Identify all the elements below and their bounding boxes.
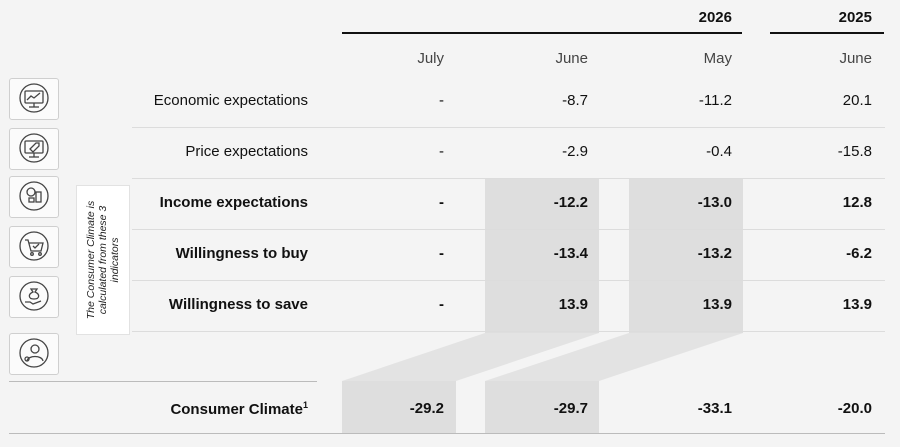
cell-price-june-2026: -2.9 (562, 143, 588, 160)
month-header-june-2025: June (839, 50, 872, 67)
year-header-2026: 2026 (698, 9, 732, 26)
cell-buy-june-2025: -6.2 (846, 245, 872, 262)
cell-price-may: -0.4 (706, 143, 732, 160)
row-label-willingness-to-save: Willingness to save (168, 296, 308, 313)
cell-economic-june-2025: 20.1 (842, 92, 872, 109)
shade-june-column (485, 178, 599, 333)
consumer-person-icon (9, 333, 59, 375)
cell-economic-july: - (439, 92, 444, 109)
cell-save-june-2026: 13.9 (558, 296, 588, 313)
cell-income-june-2026: -12.2 (553, 194, 588, 211)
climate-top-rule (9, 381, 317, 382)
cell-income-june-2025: 12.8 (842, 194, 872, 211)
cell-economic-june-2026: -8.7 (562, 92, 588, 109)
cell-price-july: - (439, 143, 444, 160)
month-header-may: May (703, 50, 732, 67)
year-rule-2026 (342, 32, 742, 34)
cell-income-july: - (439, 194, 444, 211)
cell-buy-july: - (439, 245, 444, 262)
year-rule-2025 (770, 32, 884, 34)
climate-bottom-rule (9, 433, 885, 434)
year-header-2025: 2025 (838, 9, 872, 26)
cell-save-june-2025: 13.9 (842, 296, 872, 313)
row-label-income-expectations: Income expectations (159, 194, 308, 211)
row-separator (132, 280, 885, 281)
shade-may-column (629, 178, 743, 333)
shopping-cart-icon (9, 226, 59, 268)
row-label-price-expectations: Price expectations (185, 143, 308, 160)
cell-income-may: -13.0 (697, 194, 732, 211)
cell-buy-may: -13.2 (697, 245, 732, 262)
row-label-willingness-to-buy: Willingness to buy (175, 245, 308, 262)
cell-buy-june-2026: -13.4 (553, 245, 588, 262)
consumer-climate-footnote: 1 (302, 400, 308, 410)
cell-climate-may: -33.1 (697, 400, 732, 417)
row-separator (132, 127, 885, 128)
month-header-july: July (417, 50, 444, 67)
row-separator (132, 331, 885, 332)
shade-band-june-to-july (342, 333, 599, 381)
row-label-economic-expectations: Economic expectations (153, 92, 308, 109)
money-bag-hand-icon (9, 276, 59, 318)
calculation-note: The Consumer Climate is calculated from … (76, 185, 130, 335)
cell-climate-june-2025: -20.0 (837, 400, 872, 417)
shade-climate-july (342, 381, 456, 433)
cell-economic-may: -11.2 (698, 92, 732, 109)
cell-climate-june-2026: -29.7 (553, 400, 588, 417)
shade-climate-june (485, 381, 599, 433)
row-label-consumer-climate: Consumer Climate1 (0, 400, 308, 418)
cell-climate-july: -29.2 (409, 400, 444, 417)
cell-save-may: 13.9 (702, 296, 732, 313)
cell-price-june-2025: -15.8 (837, 143, 872, 160)
coins-icon (9, 176, 59, 218)
row-separator (132, 229, 885, 230)
consumer-climate-text: Consumer Climate (170, 401, 303, 418)
shade-band-may-to-june (485, 333, 743, 381)
cell-save-july: - (439, 296, 444, 313)
price-tag-monitor-icon (9, 128, 59, 170)
row-separator (132, 178, 885, 179)
month-header-june-2026: June (555, 50, 588, 67)
economy-monitor-icon (9, 78, 59, 120)
